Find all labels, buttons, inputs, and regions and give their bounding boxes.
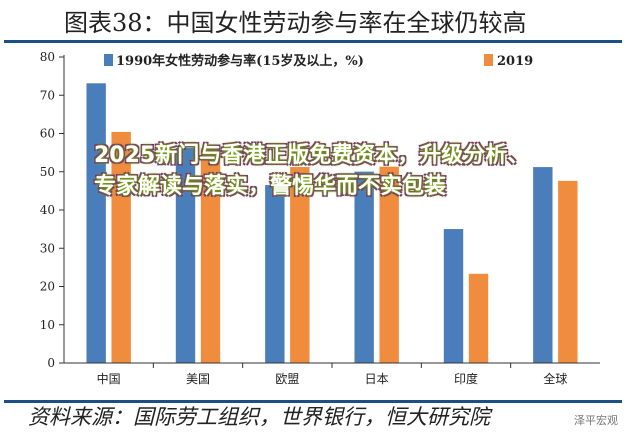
legend: 1990年女性劳动参与率(15岁及以上，%) 2019: [104, 53, 533, 69]
watermark: 泽平宏观: [574, 414, 618, 427]
y-tick-label: 10: [40, 318, 55, 332]
promo-overlay-text: 2025新门与香港正版免费资本，升级分析、专家解读与落实，警惕华而不实包装: [94, 143, 530, 199]
x-tick-label: 美国: [186, 372, 210, 386]
legend-label-1990: 1990年女性劳动参与率(15岁及以上，%): [116, 53, 364, 69]
bar-2019-4: [468, 273, 489, 364]
y-tick-label: 70: [40, 88, 55, 102]
source-divider: [4, 400, 622, 403]
y-tick-label: 20: [40, 280, 55, 294]
title-divider: [4, 40, 622, 43]
bar-1990-5: [532, 166, 554, 364]
x-tick-label: 印度: [454, 371, 478, 386]
y-tick-label: 30: [40, 241, 55, 255]
y-tick-label: 80: [40, 50, 55, 64]
y-tick-label: 40: [40, 203, 55, 217]
y-tick-label: 60: [40, 127, 55, 141]
x-tick-label: 欧盟: [275, 372, 299, 386]
y-tick-label: 50: [40, 165, 55, 179]
y-tick-label: 0: [47, 356, 55, 370]
legend-label-2019: 2019: [497, 54, 533, 69]
legend-swatch-2019: [484, 54, 493, 66]
legend-swatch-1990: [104, 54, 113, 66]
bar-1990-4: [443, 228, 464, 364]
bar-2019-5: [557, 180, 579, 364]
bar-series-group: [85, 82, 579, 364]
x-tick-label: 日本: [365, 372, 389, 386]
bar-1990-0: [85, 82, 107, 364]
source-note: 资料来源：国际劳工组织，世界银行，恒大研究院: [28, 405, 490, 429]
x-tick-label: 全球: [543, 371, 567, 386]
bar-1990-2: [264, 184, 286, 364]
axes: 中国 美国 欧盟 日本 印度 全球 0 10 20 30 40 50 60 70 80: [40, 50, 600, 386]
chart-title: 图表38：中国女性劳动参与率在全球仍较高: [64, 9, 527, 37]
x-tick-label: 中国: [97, 371, 121, 386]
bar-chart: 1990年女性劳动参与率(15岁及以上，%) 2019 中国 美国 欧盟 日本 印度 全球…: [40, 50, 600, 386]
